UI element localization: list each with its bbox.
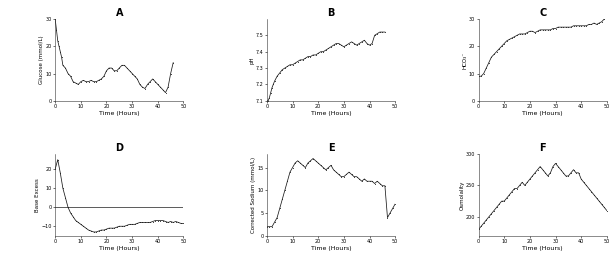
Title: A: A (116, 8, 123, 18)
X-axis label: Time (Hours): Time (Hours) (311, 246, 351, 251)
Title: C: C (539, 8, 546, 18)
Y-axis label: Corrected Sodium (mmol/L): Corrected Sodium (mmol/L) (251, 157, 256, 233)
X-axis label: Time (Hours): Time (Hours) (522, 246, 563, 251)
Y-axis label: HCO₃⁻: HCO₃⁻ (462, 51, 468, 69)
Y-axis label: Glucose (mmol/L): Glucose (mmol/L) (39, 36, 44, 84)
X-axis label: Time (Hours): Time (Hours) (522, 111, 563, 116)
X-axis label: Time (Hours): Time (Hours) (311, 111, 351, 116)
X-axis label: Time (Hours): Time (Hours) (99, 111, 140, 116)
Title: D: D (115, 143, 123, 153)
Title: E: E (328, 143, 334, 153)
Title: F: F (539, 143, 546, 153)
Y-axis label: Osmolality: Osmolality (459, 180, 464, 209)
Y-axis label: Base Excess: Base Excess (35, 178, 40, 212)
X-axis label: Time (Hours): Time (Hours) (99, 246, 140, 251)
Title: B: B (327, 8, 335, 18)
Y-axis label: pH: pH (249, 56, 254, 64)
